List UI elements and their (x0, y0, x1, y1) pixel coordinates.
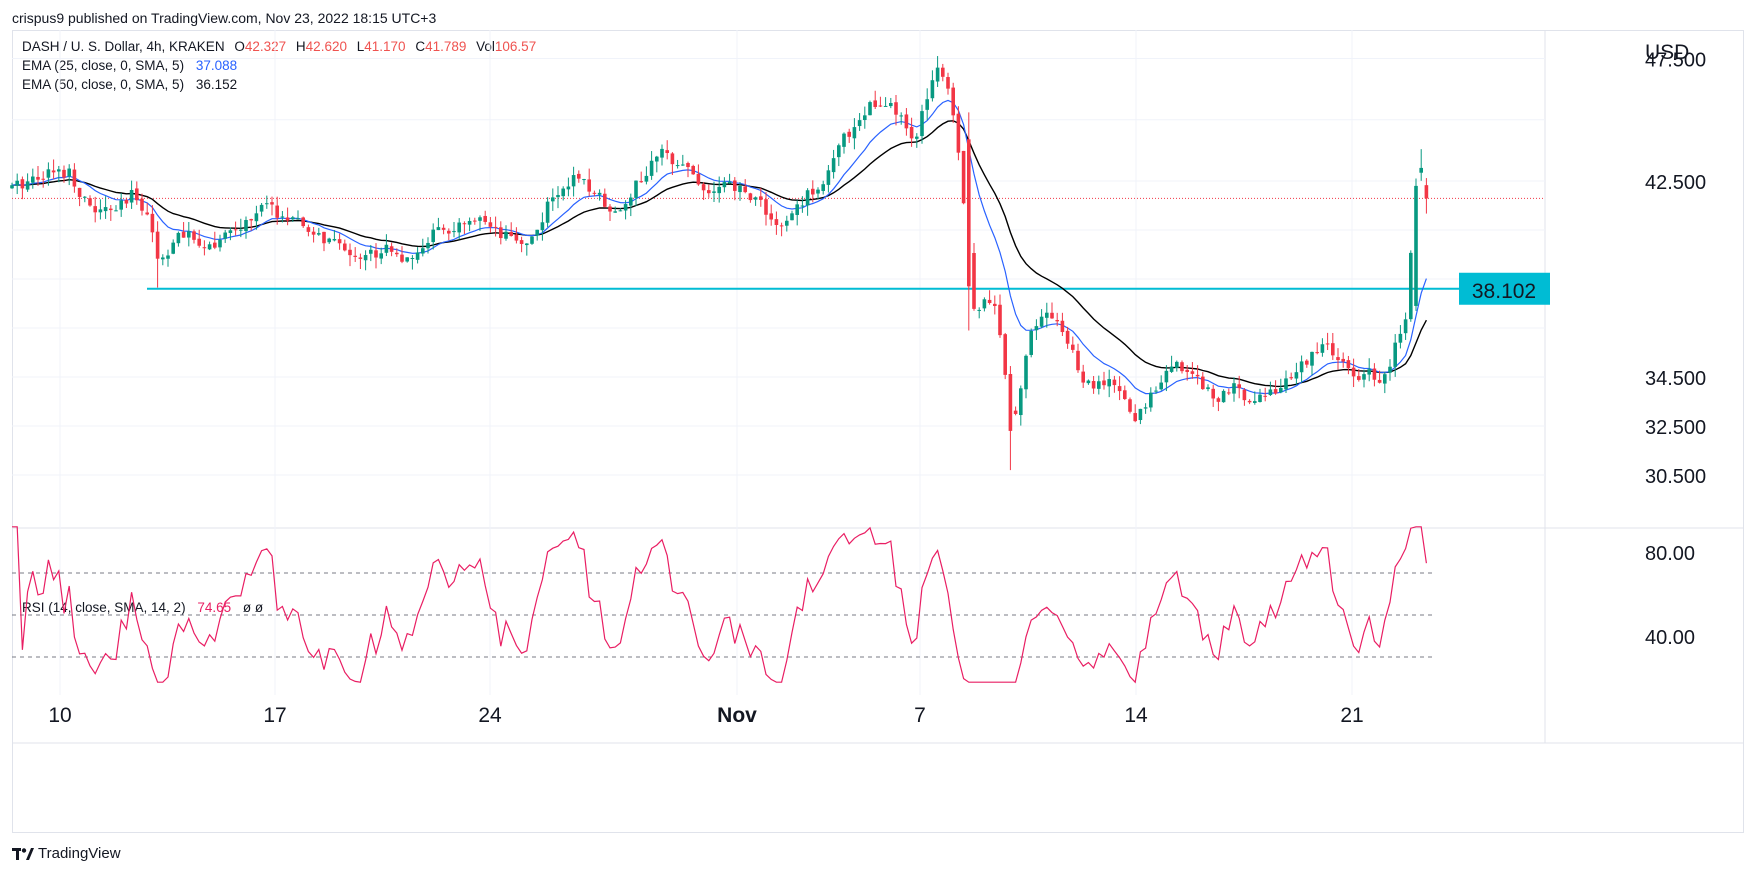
footer-brand-label: TradingView (38, 845, 121, 862)
volume-label: Vol (476, 39, 495, 54)
footer-brand[interactable]: TradingView (12, 845, 121, 862)
rsi-label: RSI (14, close, SMA, 14, 2) (22, 600, 186, 615)
low-value: 41.170 (364, 39, 406, 54)
low-label: L (356, 39, 365, 54)
close-label: C (415, 39, 426, 54)
symbol-name: DASH / U. S. Dollar, 4h, KRAKEN (22, 39, 225, 54)
high-value: 42.620 (305, 39, 347, 54)
rsi-legend[interactable]: RSI (14, close, SMA, 14, 2) 74.65 ø ø (22, 600, 263, 615)
ema50-legend[interactable]: EMA (50, close, 0, SMA, 5) 36.152 (22, 77, 237, 92)
rsi-value: 74.65 (197, 600, 232, 615)
ema25-value: 37.088 (195, 58, 238, 73)
currency-label: USD (1645, 41, 1690, 64)
open-label: O (234, 39, 245, 54)
rsi-extra: ø ø (242, 600, 264, 615)
publisher-attribution: crispus9 published on TradingView.com, N… (12, 10, 437, 26)
ema25-label: EMA (25, close, 0, SMA, 5) (22, 58, 185, 73)
open-value: 42.327 (244, 39, 287, 54)
high-label: H (295, 39, 306, 54)
volume-value: 106.57 (494, 39, 537, 54)
chart-frame (12, 30, 1744, 833)
ema25-legend[interactable]: EMA (25, close, 0, SMA, 5) 37.088 (22, 58, 237, 73)
ema50-value: 36.152 (195, 77, 238, 92)
close-value: 41.789 (425, 39, 467, 54)
symbol-legend[interactable]: DASH / U. S. Dollar, 4h, KRAKEN O42.327 … (22, 39, 536, 54)
ema50-label: EMA (50, close, 0, SMA, 5) (22, 77, 185, 92)
tradingview-logo-icon (12, 847, 34, 861)
